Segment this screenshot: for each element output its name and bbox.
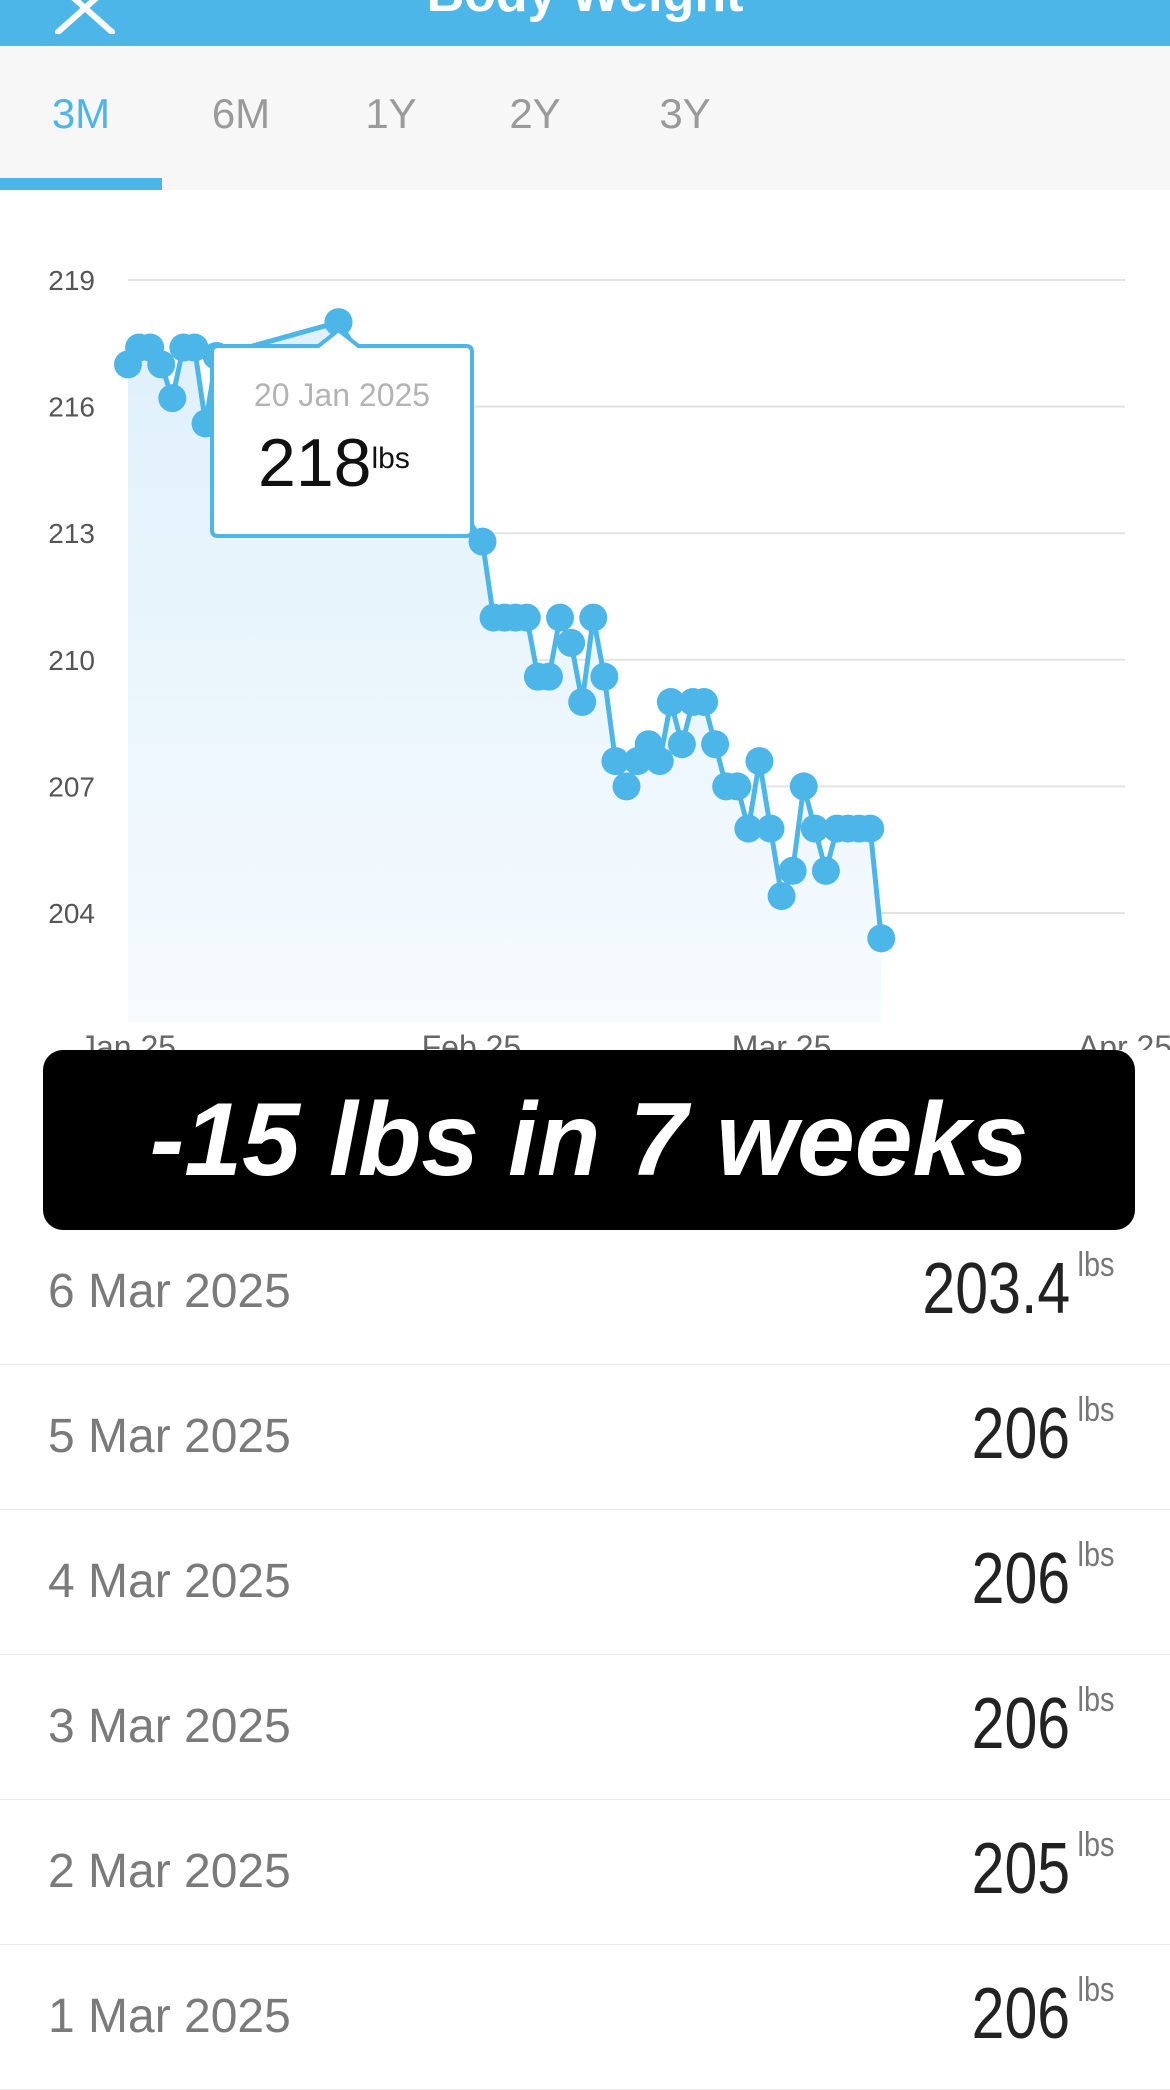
entry-unit: lbs [1077, 1826, 1114, 1864]
tab-3y[interactable]: 3Y [659, 90, 711, 137]
data-point[interactable] [468, 527, 497, 556]
highlighted-point[interactable] [324, 308, 353, 337]
tooltip-date: 20 Jan 2025 [254, 377, 430, 413]
entry-date: 3 Mar 2025 [48, 1700, 291, 1753]
list-item[interactable]: 1 Mar 2025 206 lbs [0, 1945, 1170, 2090]
data-point[interactable] [800, 814, 829, 843]
y-tick-label: 204 [48, 898, 95, 929]
data-point[interactable] [645, 747, 674, 776]
x-tick-label: Apr 25 [1078, 1029, 1170, 1050]
entry-value: 203.4 [922, 1249, 1070, 1329]
y-tick-label: 207 [48, 771, 95, 802]
close-icon[interactable] [50, 0, 120, 34]
list-item[interactable]: 4 Mar 2025 206 lbs [0, 1510, 1170, 1655]
list-item[interactable]: 5 Mar 2025 206 lbs [0, 1365, 1170, 1510]
entry-date: 5 Mar 2025 [48, 1410, 291, 1463]
entry-value: 206 [971, 1974, 1070, 2054]
data-point[interactable] [745, 747, 774, 776]
data-point[interactable] [690, 688, 719, 716]
y-tick-label: 210 [48, 645, 95, 676]
active-tab-indicator [0, 178, 162, 190]
data-point[interactable] [557, 628, 586, 657]
tab-3m[interactable]: 3M [51, 90, 111, 137]
data-point[interactable] [656, 688, 685, 716]
data-point[interactable] [723, 772, 752, 801]
data-point[interactable] [789, 772, 818, 801]
tab-6m[interactable]: 6M [211, 90, 271, 137]
data-point[interactable] [534, 662, 563, 691]
tooltip-value-unit: lbs [371, 442, 409, 475]
range-tabs: 3M 6M 1Y 2Y 3Y [0, 46, 1170, 190]
chart-tooltip: 20 Jan 2025 218lbs [210, 308, 474, 538]
entry-unit: lbs [1077, 1246, 1114, 1284]
entry-unit: lbs [1077, 1971, 1114, 2009]
data-point[interactable] [612, 772, 641, 801]
data-point[interactable] [512, 603, 541, 632]
weight-loss-banner: -15 lbs in 7 weeks [43, 1050, 1135, 1230]
entry-date: 4 Mar 2025 [48, 1555, 291, 1608]
x-tick-label: Jan 25 [80, 1029, 176, 1050]
list-item[interactable]: 3 Mar 2025 206 lbs [0, 1655, 1170, 1800]
weight-chart[interactable]: 219 216 213 210 207 204 Jan 25 Feb 25 Mar 25 Apr… [0, 190, 1170, 1050]
data-point[interactable] [180, 333, 209, 362]
data-point[interactable] [734, 814, 763, 843]
weight-entries-list: 6 Mar 2025 203.4 lbs 5 Mar 2025 206 lbs … [0, 1220, 1170, 2090]
data-point[interactable] [147, 350, 176, 379]
data-point[interactable] [856, 814, 885, 843]
entry-unit: lbs [1077, 1681, 1114, 1719]
entry-value: 206 [971, 1539, 1070, 1619]
data-point[interactable] [767, 882, 796, 911]
page-title: Body Weight [0, 0, 1170, 24]
data-point[interactable] [601, 747, 630, 776]
tab-1y[interactable]: 1Y [365, 90, 417, 137]
tooltip-box [210, 327, 474, 538]
data-point[interactable] [701, 730, 730, 759]
y-tick-label: 213 [48, 518, 95, 549]
x-tick-label: Mar 25 [732, 1029, 832, 1050]
data-point[interactable] [590, 662, 619, 691]
data-point[interactable] [778, 856, 807, 885]
entry-value: 206 [971, 1684, 1070, 1764]
entry-unit: lbs [1077, 1391, 1114, 1429]
tooltip-value-number: 218 [258, 425, 371, 501]
tooltip-value: 218lbs [258, 425, 410, 501]
list-item[interactable]: 2 Mar 2025 205 lbs [0, 1800, 1170, 1945]
top-bar: Body Weight [0, 0, 1170, 46]
entry-date: 6 Mar 2025 [48, 1265, 291, 1318]
data-point[interactable] [579, 603, 608, 632]
y-tick-label: 216 [48, 392, 95, 423]
x-tick-label: Feb 25 [422, 1029, 522, 1050]
entry-value: 205 [971, 1829, 1070, 1909]
tab-2y[interactable]: 2Y [509, 90, 561, 137]
data-point[interactable] [546, 603, 575, 632]
data-point[interactable] [158, 384, 187, 413]
data-point[interactable] [667, 730, 696, 759]
entry-unit: lbs [1077, 1536, 1114, 1574]
entry-date: 2 Mar 2025 [48, 1845, 291, 1898]
data-point[interactable] [568, 688, 597, 716]
y-tick-label: 219 [48, 265, 95, 296]
data-point[interactable] [811, 856, 840, 885]
entry-date: 1 Mar 2025 [48, 1990, 291, 2043]
list-item[interactable]: 6 Mar 2025 203.4 lbs [0, 1220, 1170, 1365]
data-point[interactable] [756, 814, 785, 843]
entry-value: 206 [971, 1394, 1070, 1474]
data-point[interactable] [867, 924, 896, 953]
